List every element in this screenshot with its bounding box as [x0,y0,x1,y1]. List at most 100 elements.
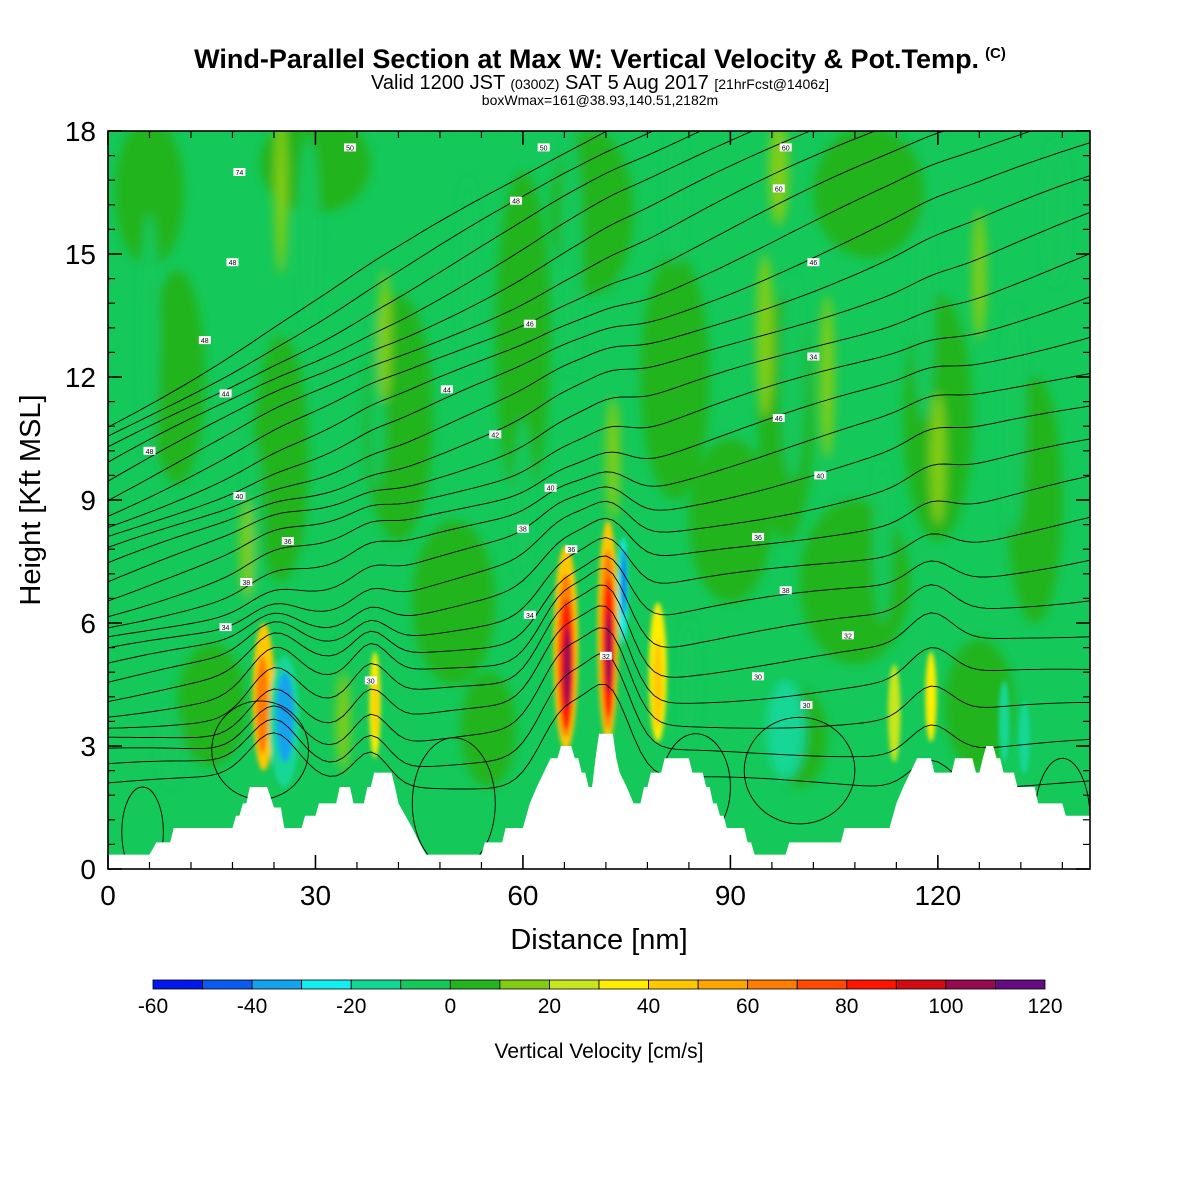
y-tick-label: 3 [80,731,96,762]
svg-text:38: 38 [782,588,790,595]
sinking-strip [139,213,160,459]
colorbar-swatch [549,979,600,990]
sinking-strip [912,208,936,423]
velocity-region [412,520,496,685]
colorbar-swatch [202,979,253,990]
x-axis-label: Distance [nm] [510,924,687,956]
colorbar-swatch [301,979,352,990]
theta-contour-labels: 50 50 60 74 60 48 48 46 46 48 34 44 44 46 42 48 40 40 40 38… [143,143,854,710]
theta-isentrope [108,336,1090,618]
sinking-strip [560,131,583,377]
theta-contour-label: 50 [537,143,550,152]
colorbar-swatch [895,979,947,990]
svg-text:46: 46 [775,416,783,423]
colorbar-swatch [648,979,699,990]
svg-text:30: 30 [367,678,375,685]
sinking-strip [872,459,893,623]
theta-contour-label: 36 [281,537,294,546]
theta-isentrope [108,568,1090,718]
colorbar-label: Vertical Velocity [cm/s] [495,1040,704,1063]
svg-text:44: 44 [443,387,451,394]
theta-contour-label: 40 [814,471,827,480]
svg-text:34: 34 [222,625,230,632]
svg-text:48: 48 [146,449,154,456]
velocity-region [813,131,925,259]
sinking-strip [679,618,699,751]
theta-contour-label: 34 [219,623,232,632]
svg-text:32: 32 [844,633,852,640]
theta-contour-label: 60 [779,143,792,152]
theta-isentrope [108,584,1090,729]
colorbar-tick-label: 0 [444,995,456,1018]
y-tick-label: 6 [80,608,96,639]
colorbar-swatch [251,979,303,990]
theta-contour-label: 30 [800,701,813,710]
theta-isentrope [108,211,1090,564]
y-tick-label: 18 [65,116,96,147]
velocity-region [114,131,185,267]
theta-isentrope [108,516,1090,683]
svg-text:48: 48 [229,260,237,267]
theta-isentrope [108,131,754,463]
chart-subtitle-box-wmax: boxWmax=161@38.93,140.51,2182m [481,92,719,108]
svg-text:38: 38 [242,580,250,587]
rising-strip [820,295,835,459]
chart-subtitle-valid-time: Valid 1200 JST (0300Z) SAT 5 Aug 2017 [2… [371,72,829,94]
velocity-region [177,643,247,767]
theta-isentrope [108,555,1090,703]
velocity-region [495,172,551,500]
theta-contour-label: 36 [565,545,578,554]
y-tick-label: 9 [80,485,96,516]
y-tick-label: 15 [65,239,96,270]
theta-closed-contour [411,737,496,869]
theta-isentrope [108,131,946,517]
theta-isentrope [108,372,1090,629]
sinking-strip [297,135,320,332]
theta-isentrope [108,653,1090,767]
theta-contour-label: 32 [599,651,612,661]
sinking-strip [1041,139,1070,287]
convective-cell [1018,700,1030,775]
theta-isentrope [108,131,608,428]
svg-text:36: 36 [284,539,292,546]
velocity-region [253,336,309,582]
theta-contour-label: 48 [226,258,239,267]
y-tick-label: 0 [80,854,96,885]
sinking-strip [664,131,687,267]
convective-cell [373,672,379,738]
copyright-mark: (C) [985,45,1006,62]
theta-isentrope [108,475,1090,664]
svg-text:60: 60 [782,145,790,152]
theta-isentrope [108,627,1090,750]
theta-contour-label: 48 [143,446,156,456]
velocity-region [460,672,517,787]
theta-contour-label: 30 [364,676,377,685]
velocity-region [149,270,205,484]
theta-closed-contour [743,716,856,825]
svg-text:40: 40 [235,494,243,501]
theta-contour-label: 38 [779,586,792,595]
colorbar-tick-label: -60 [138,995,168,1018]
colorbar-swatch [995,979,1046,990]
colorbar-tick-label: 20 [538,995,561,1018]
terrain [108,733,1090,869]
colorbar-swatch [747,979,798,990]
colorbar-swatch [846,979,897,990]
svg-text:34: 34 [526,613,534,620]
theta-isentrope [108,253,1090,583]
theta-isentrope [108,142,1090,537]
colorbar-swatch [400,979,451,990]
x-tick-label: 90 [715,880,746,911]
colorbar-tick-label: -40 [237,995,267,1018]
svg-text:40: 40 [547,486,555,493]
colorbar-tick-label: 40 [637,995,660,1018]
theta-contour-label: 44 [440,385,453,394]
svg-text:48: 48 [512,199,520,206]
svg-text:30: 30 [803,703,811,710]
y-tick-label: 12 [65,362,96,393]
theta-contour-label: 48 [510,196,523,206]
theta-contour-label: 46 [523,319,536,329]
theta-contour-label: 42 [489,430,502,439]
svg-text:42: 42 [491,432,499,439]
